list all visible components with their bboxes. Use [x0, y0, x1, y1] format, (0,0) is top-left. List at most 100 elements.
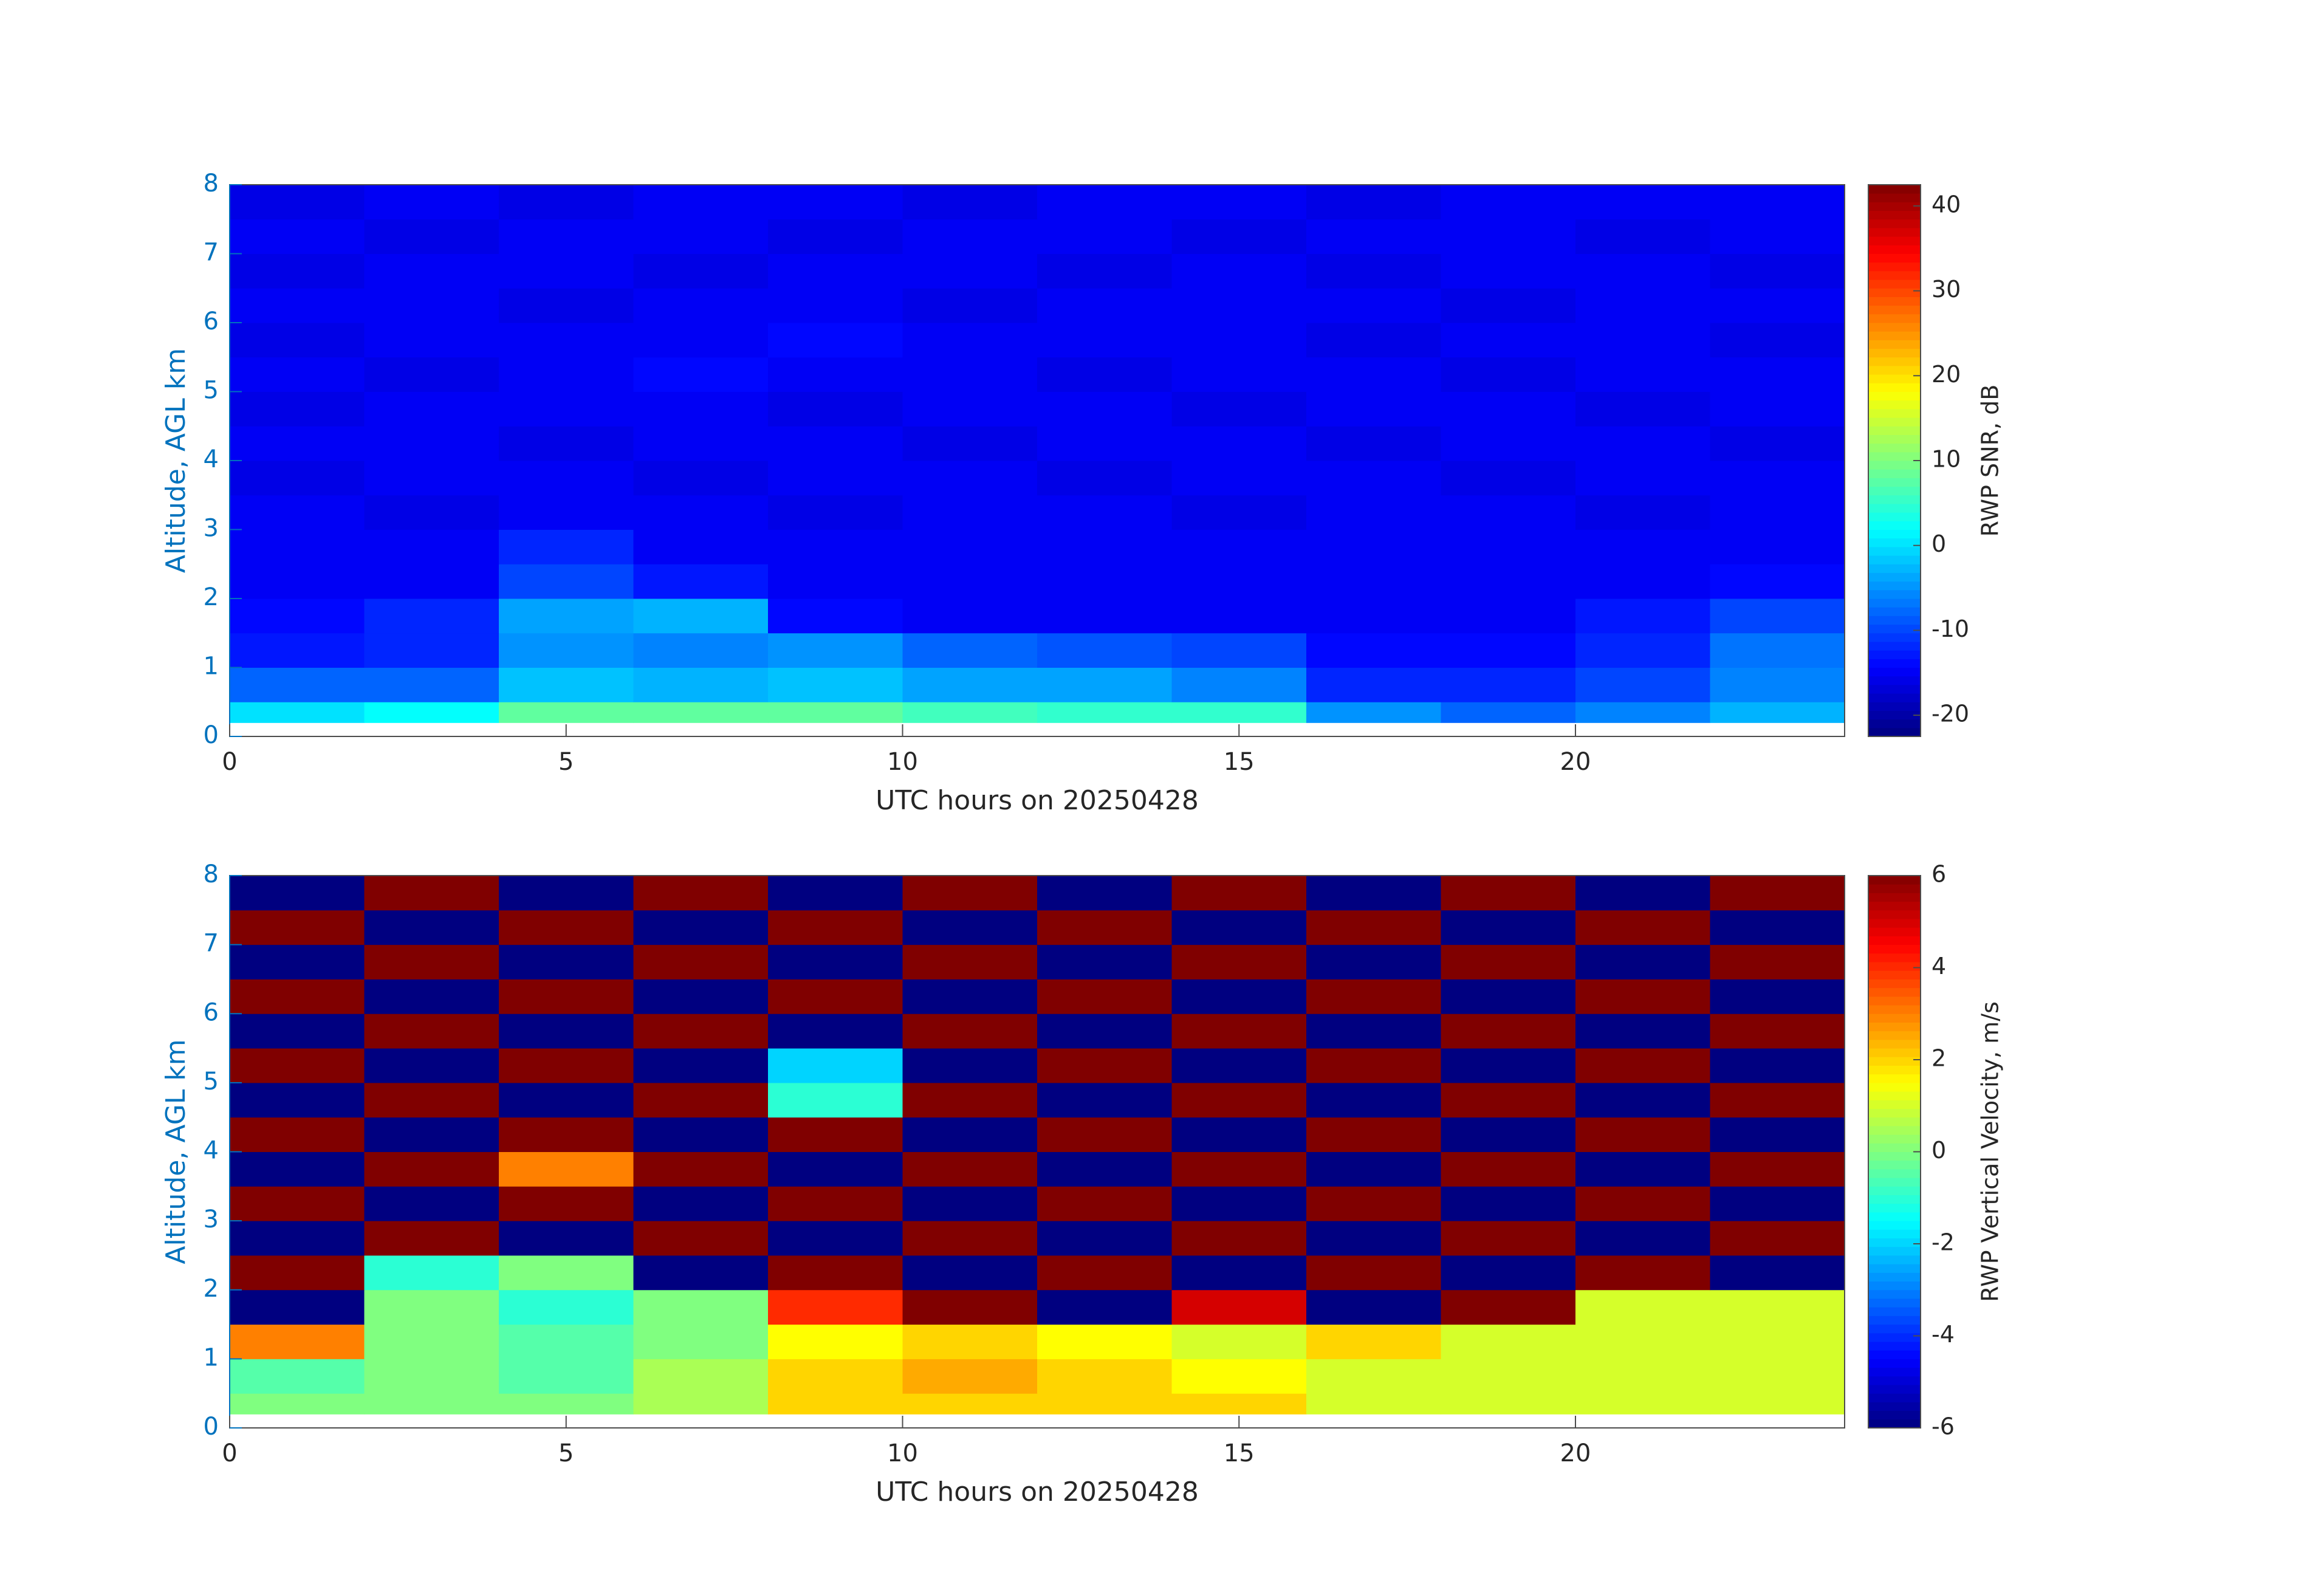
- heatmap-cell: [902, 876, 1038, 911]
- heatmap-cell: [768, 564, 903, 599]
- heatmap-cell: [499, 323, 634, 358]
- colorbar-step: [1868, 219, 1921, 228]
- colorbar-step: [1868, 884, 1921, 893]
- colorbar-step: [1868, 305, 1921, 315]
- heatmap-cell: [499, 944, 634, 979]
- heatmap-cell: [1710, 599, 1845, 634]
- x-tick-label: 5: [558, 748, 574, 776]
- colorbar-step: [1868, 288, 1921, 297]
- heatmap-cell: [364, 391, 499, 427]
- heatmap-cell: [499, 1359, 634, 1394]
- heatmap-cell: [1171, 1048, 1307, 1083]
- colorbar-step: [1868, 262, 1921, 272]
- heatmap-cell: [230, 461, 365, 496]
- heatmap-cell: [364, 529, 499, 564]
- heatmap-cell: [1710, 1082, 1845, 1118]
- colorbar-step: [1868, 1246, 1921, 1256]
- colorbar-step: [1868, 719, 1921, 729]
- heatmap-cell: [1037, 702, 1172, 723]
- heatmap-cell: [1441, 944, 1576, 979]
- heatmap-cell: [768, 323, 903, 358]
- heatmap-cell: [1037, 633, 1172, 668]
- heatmap-cell: [1306, 599, 1441, 634]
- heatmap-cell: [1575, 702, 1710, 723]
- heatmap-cell: [1441, 426, 1576, 461]
- heatmap-cell: [1575, 1048, 1710, 1083]
- y-tick-label: 2: [204, 583, 219, 611]
- heatmap-cell: [1575, 1255, 1710, 1291]
- heatmap-cell: [1306, 910, 1441, 945]
- heatmap-cell: [230, 253, 365, 289]
- colorbar-step: [1868, 1195, 1921, 1204]
- heatmap-cell: [768, 529, 903, 564]
- colorbar-step: [1868, 417, 1921, 427]
- colorbar-step: [1868, 400, 1921, 410]
- heatmap-cell: [230, 633, 365, 668]
- heatmap-cell: [1575, 633, 1710, 668]
- heatmap-cell: [499, 979, 634, 1014]
- heatmap-cell: [902, 357, 1038, 392]
- heatmap-cell: [499, 1117, 634, 1152]
- heatmap-cell: [1306, 357, 1441, 392]
- heatmap-cell: [230, 323, 365, 358]
- colorbar-step: [1868, 538, 1921, 547]
- colorbar-step: [1868, 443, 1921, 453]
- heatmap-cell: [768, 599, 903, 634]
- heatmap-cell: [633, 391, 769, 427]
- heatmap-cell: [1171, 1324, 1307, 1359]
- heatmap-cell: [230, 944, 365, 979]
- heatmap-cell: [1710, 461, 1845, 496]
- heatmap-cell: [902, 323, 1038, 358]
- heatmap-cell: [499, 495, 634, 530]
- heatmap-cell: [1575, 461, 1710, 496]
- heatmap-cell: [364, 702, 499, 723]
- colorbar-step: [1868, 1393, 1921, 1402]
- heatmap-cell: [499, 1151, 634, 1187]
- colorbar-step: [1868, 193, 1921, 202]
- heatmap-cell: [902, 495, 1038, 530]
- heatmap-cell: [633, 1359, 769, 1394]
- heatmap-cell: [1171, 288, 1307, 323]
- heatmap-cell: [364, 1221, 499, 1256]
- heatmap-cell: [364, 1117, 499, 1152]
- heatmap-cell: [1171, 1359, 1307, 1394]
- heatmap-cell: [902, 1186, 1038, 1221]
- colorbar-step: [1868, 979, 1921, 989]
- colorbar-step: [1868, 1298, 1921, 1308]
- heatmap-cell: [902, 1289, 1038, 1325]
- heatmap-cell: [1037, 1324, 1172, 1359]
- heatmap-cell: [1710, 1289, 1845, 1325]
- colorbar-step: [1868, 486, 1921, 496]
- heatmap-cell: [1306, 495, 1441, 530]
- heatmap-cell: [1575, 1082, 1710, 1118]
- colorbar-step: [1868, 202, 1921, 211]
- colorbar-step: [1868, 1238, 1921, 1247]
- heatmap-cell: [902, 1393, 1038, 1415]
- heatmap-cell: [499, 1082, 634, 1118]
- colorbar-step: [1868, 1014, 1921, 1023]
- colorbar-step: [1868, 901, 1921, 911]
- heatmap-cell: [364, 1255, 499, 1291]
- heatmap-cell: [1710, 1048, 1845, 1083]
- heatmap-cell: [633, 253, 769, 289]
- colorbar-tick-label: 0: [1932, 530, 1946, 557]
- heatmap-cell: [633, 1186, 769, 1221]
- heatmap-cell: [1710, 1221, 1845, 1256]
- heatmap-cell: [768, 667, 903, 702]
- colorbar-step: [1868, 408, 1921, 418]
- colorbar-step: [1868, 607, 1921, 616]
- heatmap-cell: [230, 288, 365, 323]
- colorbar-step: [1868, 495, 1921, 504]
- heatmap-cell: [1306, 1186, 1441, 1221]
- colorbar-label: RWP Vertical Velocity, m/s: [1977, 1001, 2004, 1302]
- heatmap-cell: [902, 944, 1038, 979]
- heatmap-cell: [1171, 1255, 1307, 1291]
- heatmap-cell: [1441, 702, 1576, 723]
- heatmap-cell: [364, 1289, 499, 1325]
- heatmap-cell: [1575, 219, 1710, 254]
- heatmap-cell: [768, 426, 903, 461]
- heatmap-cell: [230, 702, 365, 723]
- heatmap-cell: [1710, 185, 1845, 220]
- heatmap-cell: [499, 529, 634, 564]
- heatmap-cell: [499, 633, 634, 668]
